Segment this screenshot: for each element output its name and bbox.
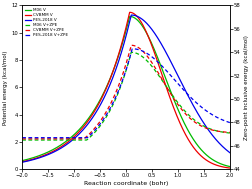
Y-axis label: Zero-point inclusive energy (kcal/mol): Zero-point inclusive energy (kcal/mol) bbox=[243, 35, 248, 140]
X-axis label: Reaction coordinate (bohr): Reaction coordinate (bohr) bbox=[84, 180, 168, 186]
Legend: M06 V, CVBMM V, PES-2018 V, M06 V+ZPE, CVBMM V+ZPE, PES-2018 V+ZPE: M06 V, CVBMM V, PES-2018 V, M06 V+ZPE, C… bbox=[24, 8, 68, 38]
Y-axis label: Potential energy (kcal/mol): Potential energy (kcal/mol) bbox=[4, 50, 9, 125]
